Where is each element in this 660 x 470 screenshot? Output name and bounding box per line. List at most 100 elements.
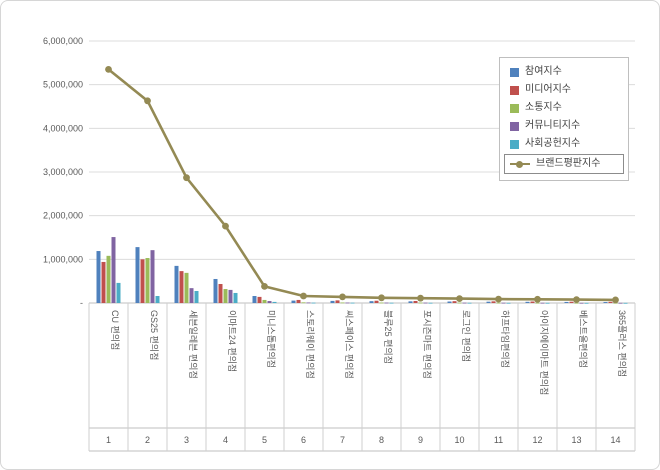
bar: [579, 302, 584, 304]
bar: [350, 302, 355, 304]
bar: [506, 302, 511, 304]
legend-swatch: [510, 103, 519, 113]
bar: [618, 302, 623, 304]
line-marker: [573, 296, 580, 303]
bar: [301, 302, 306, 304]
bar: [179, 271, 184, 303]
bar: [272, 301, 277, 303]
x-number-label: 3: [184, 435, 189, 445]
x-number-label: 5: [262, 435, 267, 445]
bar: [228, 289, 233, 303]
bar: [155, 296, 160, 303]
bar-series-3: [111, 237, 623, 304]
bar: [418, 302, 423, 304]
bar: [174, 265, 179, 303]
legend-label: 소통지수: [525, 102, 562, 113]
legend-label: 브랜드평판지수: [536, 158, 601, 169]
bar: [530, 301, 535, 303]
bar: [135, 247, 140, 303]
bar: [306, 302, 311, 304]
bar: [408, 301, 413, 303]
bar: [574, 302, 579, 304]
bar: [423, 302, 428, 304]
bar: [569, 301, 574, 303]
bar: [223, 289, 228, 303]
line-marker: [105, 66, 112, 73]
bar: [457, 302, 462, 304]
bar: [486, 301, 491, 303]
legend-swatch: [510, 67, 519, 77]
bar: [384, 302, 389, 304]
bar: [252, 296, 257, 303]
bar: [462, 302, 467, 304]
legend-item-0: 참여지수: [510, 67, 618, 77]
legend-label: 커뮤니티지수: [525, 120, 581, 131]
bar: [535, 302, 540, 304]
x-number-label: 8: [379, 435, 384, 445]
bar: [345, 302, 350, 304]
x-category-label: 365플러스 편의점: [617, 310, 628, 377]
bar: [379, 302, 384, 304]
x-category-label: GS25 편의점: [149, 310, 160, 360]
bar: [257, 296, 262, 303]
line-marker: [378, 294, 385, 302]
bar-series-0: [96, 247, 608, 303]
legend-line-sample: [510, 160, 530, 169]
x-category-label: 블루25 편의점: [383, 310, 394, 364]
y-tick-label: 5,000,000: [43, 80, 83, 90]
bar: [428, 302, 433, 304]
y-tick-label: 4,000,000: [43, 123, 83, 133]
bar: [330, 300, 335, 303]
y-tick-label: 6,000,000: [43, 36, 83, 46]
x-number-label: 7: [340, 435, 345, 445]
x-category-label: 이마트24 편의점: [227, 310, 238, 372]
line-series: [107, 68, 616, 302]
bar: [540, 302, 545, 304]
x-number-label: 10: [454, 435, 464, 445]
bar: [218, 284, 223, 303]
bar: [145, 258, 150, 303]
x-category-label: 로그인 편의점: [461, 310, 472, 362]
x-number-label: 6: [301, 435, 306, 445]
line-marker: [495, 295, 502, 303]
legend-label: 미디어지수: [525, 84, 571, 95]
line-marker: [417, 294, 424, 302]
bar-series-4: [116, 282, 628, 304]
bar: [467, 302, 472, 304]
line-marker: [261, 283, 268, 290]
x-number-label: 12: [532, 435, 542, 445]
bar-series-1: [101, 259, 613, 303]
bar: [311, 302, 316, 304]
x-number-label: 2: [145, 435, 150, 445]
legend-item-line: 브랜드평판지수: [504, 154, 624, 174]
bar: [291, 300, 296, 303]
x-category-label: 미니스톱편의점: [266, 310, 277, 368]
bar: [267, 301, 272, 303]
bar: [194, 290, 199, 303]
x-number-label: 14: [610, 435, 620, 445]
bar: [623, 302, 628, 304]
line-marker: [222, 222, 229, 230]
legend-label: 사회공헌지수: [525, 138, 581, 149]
bar: [262, 299, 267, 303]
legend-item-3: 커뮤니티지수: [510, 121, 618, 131]
bar-series-2: [106, 255, 618, 304]
line-marker: [144, 97, 151, 105]
line-marker: [456, 295, 463, 302]
x-category-label: 세븐일레븐 편의점: [188, 310, 199, 379]
bar: [96, 251, 101, 303]
line-marker: [534, 295, 541, 303]
legend-swatch: [510, 85, 519, 95]
line-marker: [612, 296, 619, 304]
y-tick-label: -: [80, 298, 83, 308]
legend-item-4: 사회공헌지수: [510, 139, 618, 149]
legend-item-2: 소통지수: [510, 103, 618, 113]
x-number-label: 9: [418, 435, 423, 445]
bar: [389, 302, 394, 304]
x-category-label: CU 편의점: [110, 310, 121, 350]
legend-item-1: 미디어지수: [510, 85, 618, 95]
legend-swatch: [510, 139, 519, 149]
x-category-label: 하프타임편의점: [500, 310, 511, 368]
